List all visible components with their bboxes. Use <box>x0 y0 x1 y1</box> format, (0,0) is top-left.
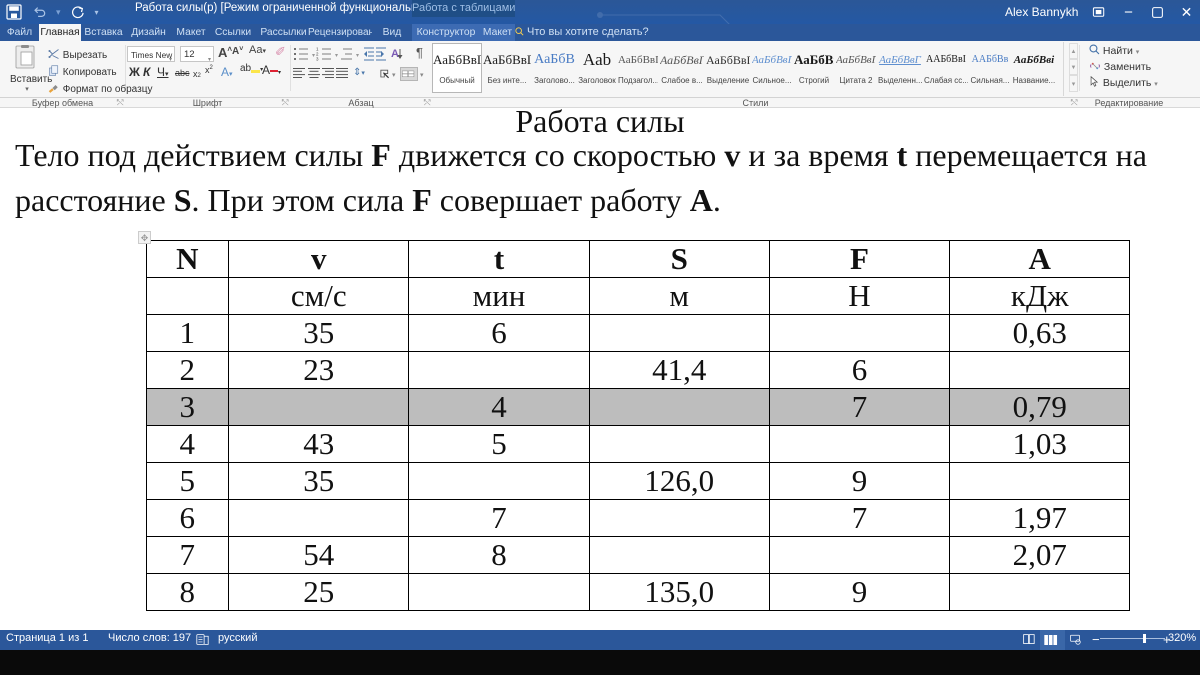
svg-text:A: A <box>391 48 399 60</box>
svg-text:3: 3 <box>316 57 319 62</box>
svg-text:▾: ▾ <box>312 53 315 59</box>
svg-text:▾: ▾ <box>356 53 359 59</box>
